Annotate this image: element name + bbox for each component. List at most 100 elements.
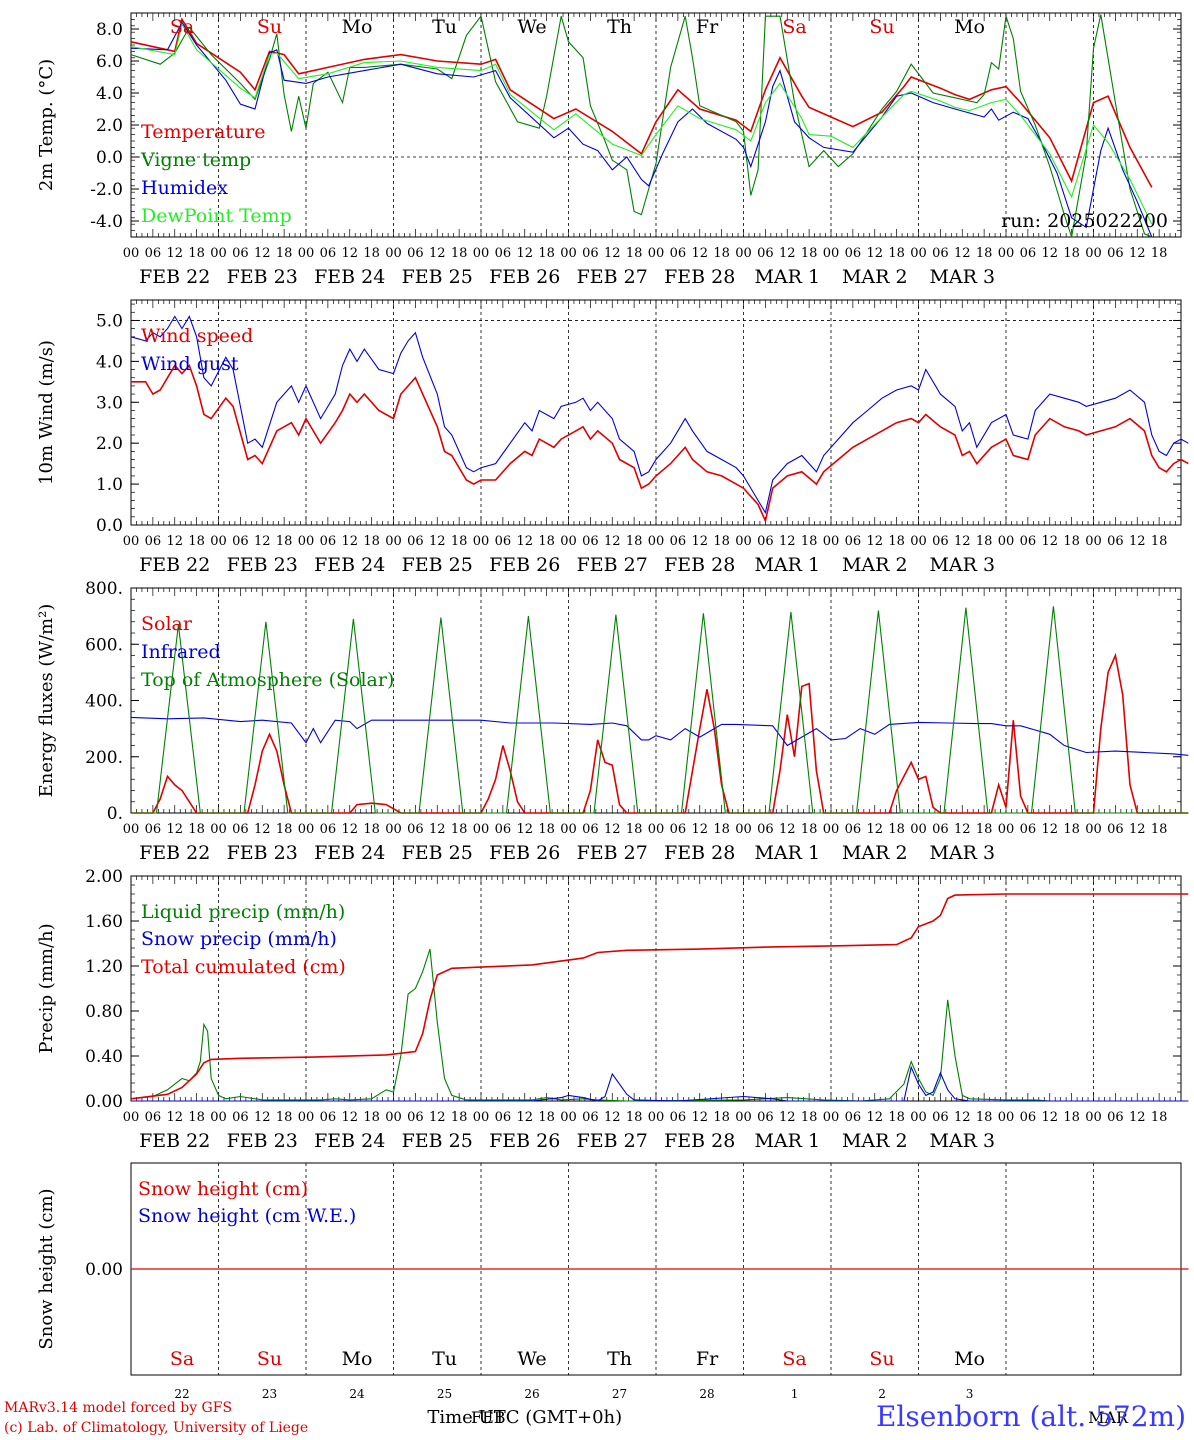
x-hour-label: 12 xyxy=(516,1110,533,1125)
x-hour-label: 06 xyxy=(757,534,774,549)
x-hour-label: 00 xyxy=(648,1110,665,1125)
x-date-label: FEB 27 xyxy=(577,1130,648,1152)
month-label-mar: MAR xyxy=(1088,1408,1129,1427)
x-hour-label: 06 xyxy=(495,1110,512,1125)
x-hour-label: 00 xyxy=(1085,822,1102,837)
x-hour-label: 06 xyxy=(145,822,162,837)
y-tick-label: 800. xyxy=(85,579,123,599)
x-hour-label: 00 xyxy=(298,534,315,549)
y-axis-label: Precip (mm/h) xyxy=(36,923,57,1053)
weekday-label-top: Mo xyxy=(954,16,985,38)
x-hour-label: 18 xyxy=(1063,1110,1080,1125)
legend-entry: Snow height (cm) xyxy=(138,1178,308,1200)
weekday-label-bottom: Su xyxy=(869,1348,894,1370)
legend-entry: Infrared xyxy=(141,641,221,663)
y-tick-label: 5.0 xyxy=(96,311,123,331)
x-hour-label: 00 xyxy=(385,1110,402,1125)
y-tick-label: 0.0 xyxy=(96,516,123,536)
x-date-label: MAR 1 xyxy=(754,554,820,576)
x-hour-label: 00 xyxy=(210,534,227,549)
x-hour-label: 06 xyxy=(145,246,162,261)
x-hour-label: 12 xyxy=(516,822,533,837)
y-tick-label: 1.60 xyxy=(85,912,123,932)
weekday-label-top: Fr xyxy=(696,16,719,38)
x-hour-label: 06 xyxy=(1107,1110,1124,1125)
x-date-label: MAR 1 xyxy=(754,266,820,288)
x-hour-label: 00 xyxy=(823,246,840,261)
y-tick-label: 400. xyxy=(85,692,123,712)
panel-frame xyxy=(130,299,1182,526)
x-hour-label: 12 xyxy=(691,822,708,837)
x-hour-label: 00 xyxy=(735,822,752,837)
y-tick-label: 2.00 xyxy=(85,867,123,887)
x-hour-label: 06 xyxy=(320,1110,337,1125)
x-hour-label: 00 xyxy=(648,246,665,261)
weekday-label-bottom: Sa xyxy=(170,1348,194,1370)
x-hour-label: 18 xyxy=(1063,534,1080,549)
x-date-label: FEB 23 xyxy=(227,842,298,864)
x-hour-label: 06 xyxy=(232,822,249,837)
legend-entry: Wind speed xyxy=(141,325,253,347)
x-hour-label: 18 xyxy=(451,246,468,261)
x-hour-label: 12 xyxy=(341,246,358,261)
legend-entry: DewPoint Temp xyxy=(141,205,292,227)
x-hour-label: 00 xyxy=(210,246,227,261)
x-hour-label: 00 xyxy=(735,534,752,549)
series-line-wind-gust xyxy=(130,315,1189,515)
x-hour-label: 12 xyxy=(604,822,621,837)
day-number-label: 23 xyxy=(262,1387,277,1401)
x-hour-label: 18 xyxy=(188,822,205,837)
x-hour-label: 12 xyxy=(254,1110,271,1125)
x-hour-label: 06 xyxy=(495,246,512,261)
x-hour-label: 00 xyxy=(210,1110,227,1125)
x-hour-label: 18 xyxy=(363,246,380,261)
x-hour-label: 12 xyxy=(779,822,796,837)
y-axis-label: Energy fluxes (W/m²) xyxy=(36,604,57,798)
day-number-label: 2 xyxy=(878,1387,886,1401)
x-hour-label: 00 xyxy=(298,822,315,837)
series-line-top-of-atmosphere-solar- xyxy=(131,606,1189,814)
lab-credit: (c) Lab. of Climatology, University of L… xyxy=(4,1420,309,1436)
x-hour-label: 00 xyxy=(473,822,490,837)
x-hour-label: 18 xyxy=(801,246,818,261)
x-hour-label: 18 xyxy=(713,1110,730,1125)
x-hour-label: 18 xyxy=(451,1110,468,1125)
x-hour-label: 06 xyxy=(232,534,249,549)
x-hour-label: 06 xyxy=(845,534,862,549)
x-hour-label: 18 xyxy=(626,534,643,549)
legend-entry: Wind gust xyxy=(141,353,239,375)
x-hour-label: 06 xyxy=(1020,1110,1037,1125)
x-date-label: FEB 23 xyxy=(227,266,298,288)
x-date-label: FEB 26 xyxy=(489,1130,560,1152)
weekday-label-bottom: Th xyxy=(607,1348,632,1370)
x-hour-label: 00 xyxy=(910,246,927,261)
x-hour-label: 18 xyxy=(538,1110,555,1125)
x-hour-label: 12 xyxy=(429,534,446,549)
x-hour-label: 00 xyxy=(735,246,752,261)
x-hour-label: 00 xyxy=(473,1110,490,1125)
x-hour-label: 06 xyxy=(1107,534,1124,549)
x-date-label: MAR 2 xyxy=(842,266,908,288)
x-hour-label: 18 xyxy=(1151,534,1168,549)
x-hour-label: 12 xyxy=(691,534,708,549)
x-hour-label: 06 xyxy=(670,534,687,549)
x-hour-label: 06 xyxy=(670,1110,687,1125)
x-hour-label: 12 xyxy=(1129,246,1146,261)
weekday-label-bottom: Tu xyxy=(432,1348,457,1370)
x-hour-label: 06 xyxy=(582,822,599,837)
x-hour-label: 06 xyxy=(757,1110,774,1125)
x-date-label: FEB 26 xyxy=(489,266,560,288)
x-hour-label: 12 xyxy=(1129,822,1146,837)
x-hour-label: 18 xyxy=(538,822,555,837)
y-tick-label: 8.0 xyxy=(96,20,123,40)
x-hour-label: 00 xyxy=(910,1110,927,1125)
legend-entry: Vigne temp xyxy=(140,149,251,171)
legend-entry: Liquid precip (mm/h) xyxy=(141,901,345,923)
x-hour-label: 18 xyxy=(363,822,380,837)
x-hour-label: 12 xyxy=(954,1110,971,1125)
x-hour-label: 18 xyxy=(713,246,730,261)
x-hour-label: 18 xyxy=(888,1110,905,1125)
panel-frame xyxy=(130,12,1182,238)
x-hour-label: 00 xyxy=(1085,246,1102,261)
series-line-wind-speed xyxy=(131,363,1189,524)
